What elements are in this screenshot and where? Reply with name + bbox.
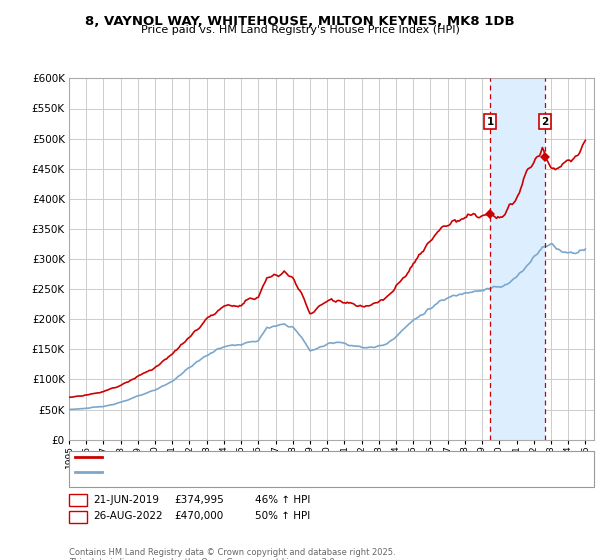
- Text: Contains HM Land Registry data © Crown copyright and database right 2025.
This d: Contains HM Land Registry data © Crown c…: [69, 548, 395, 560]
- Text: 2: 2: [541, 116, 548, 127]
- Text: 21-JUN-2019: 21-JUN-2019: [93, 494, 159, 505]
- Bar: [490, 78, 545, 440]
- Text: £470,000: £470,000: [174, 511, 223, 521]
- Text: £374,995: £374,995: [174, 494, 224, 505]
- Text: 1: 1: [487, 116, 494, 127]
- Text: 2: 2: [74, 511, 82, 521]
- Text: 8, VAYNOL WAY, WHITEHOUSE, MILTON KEYNES, MK8 1DB (semi-detached house): 8, VAYNOL WAY, WHITEHOUSE, MILTON KEYNES…: [108, 452, 493, 461]
- Text: Price paid vs. HM Land Registry's House Price Index (HPI): Price paid vs. HM Land Registry's House …: [140, 25, 460, 35]
- Text: 8, VAYNOL WAY, WHITEHOUSE, MILTON KEYNES, MK8 1DB: 8, VAYNOL WAY, WHITEHOUSE, MILTON KEYNES…: [85, 15, 515, 27]
- Text: 50% ↑ HPI: 50% ↑ HPI: [255, 511, 310, 521]
- Text: 46% ↑ HPI: 46% ↑ HPI: [255, 494, 310, 505]
- Text: 1: 1: [74, 494, 82, 505]
- Text: HPI: Average price, semi-detached house, Milton Keynes: HPI: Average price, semi-detached house,…: [108, 467, 376, 477]
- Text: 26-AUG-2022: 26-AUG-2022: [93, 511, 163, 521]
